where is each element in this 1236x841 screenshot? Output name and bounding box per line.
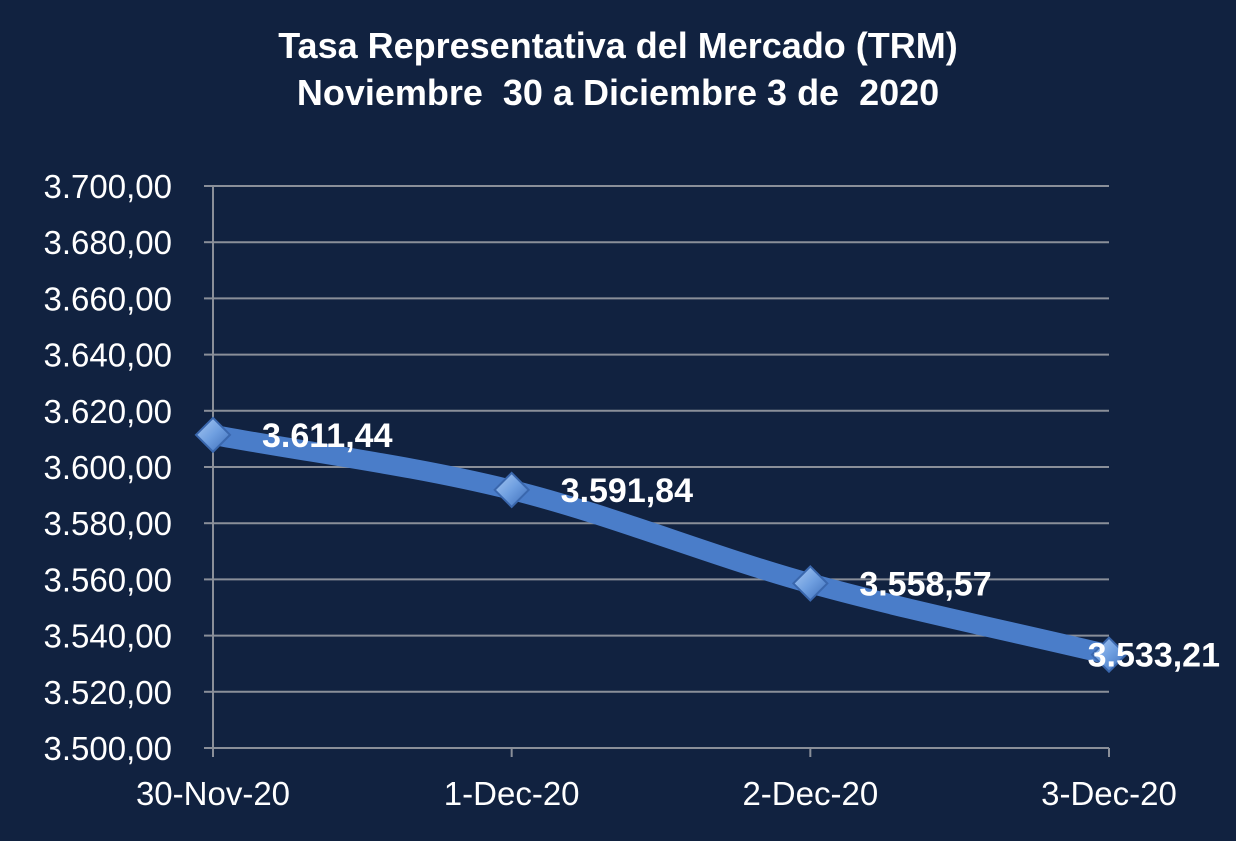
data-label: 3.533,21	[1088, 637, 1220, 675]
data-point-marker	[791, 565, 829, 602]
chart-title-line1: Tasa Representativa del Mercado (TRM)	[278, 25, 958, 66]
y-tick-label: 3.700,00	[44, 168, 172, 205]
y-tick-label: 3.680,00	[44, 224, 172, 261]
data-point-marker	[1090, 636, 1128, 674]
series-line	[203, 424, 1119, 665]
y-tick-label: 3.640,00	[44, 337, 172, 374]
data-point-marker	[493, 471, 531, 509]
y-tick-label: 3.620,00	[44, 393, 172, 430]
data-label: 3.558,57	[859, 565, 991, 603]
y-tick-label: 3.660,00	[44, 280, 172, 317]
x-tick-label: 2-Dec-20	[742, 775, 878, 812]
chart-title: Tasa Representativa del Mercado (TRM) Nov…	[0, 22, 1236, 116]
x-tick-label: 3-Dec-20	[1041, 775, 1177, 812]
chart-title-line2: Noviembre 30 a Diciembre 3 de 2020	[296, 72, 940, 113]
x-tick-label: 1-Dec-20	[444, 775, 580, 812]
data-point-marker	[194, 416, 232, 454]
y-tick-label: 3.580,00	[44, 505, 172, 542]
y-tick-label: 3.520,00	[44, 674, 172, 711]
x-tick-label: 30-Nov-20	[136, 775, 290, 812]
data-label: 3.591,84	[561, 472, 693, 510]
y-tick-label: 3.560,00	[44, 561, 172, 598]
y-tick-label: 3.540,00	[44, 618, 172, 655]
data-label: 3.611,44	[262, 417, 393, 455]
y-tick-label: 3.600,00	[44, 449, 172, 486]
y-tick-label: 3.500,00	[44, 730, 172, 767]
